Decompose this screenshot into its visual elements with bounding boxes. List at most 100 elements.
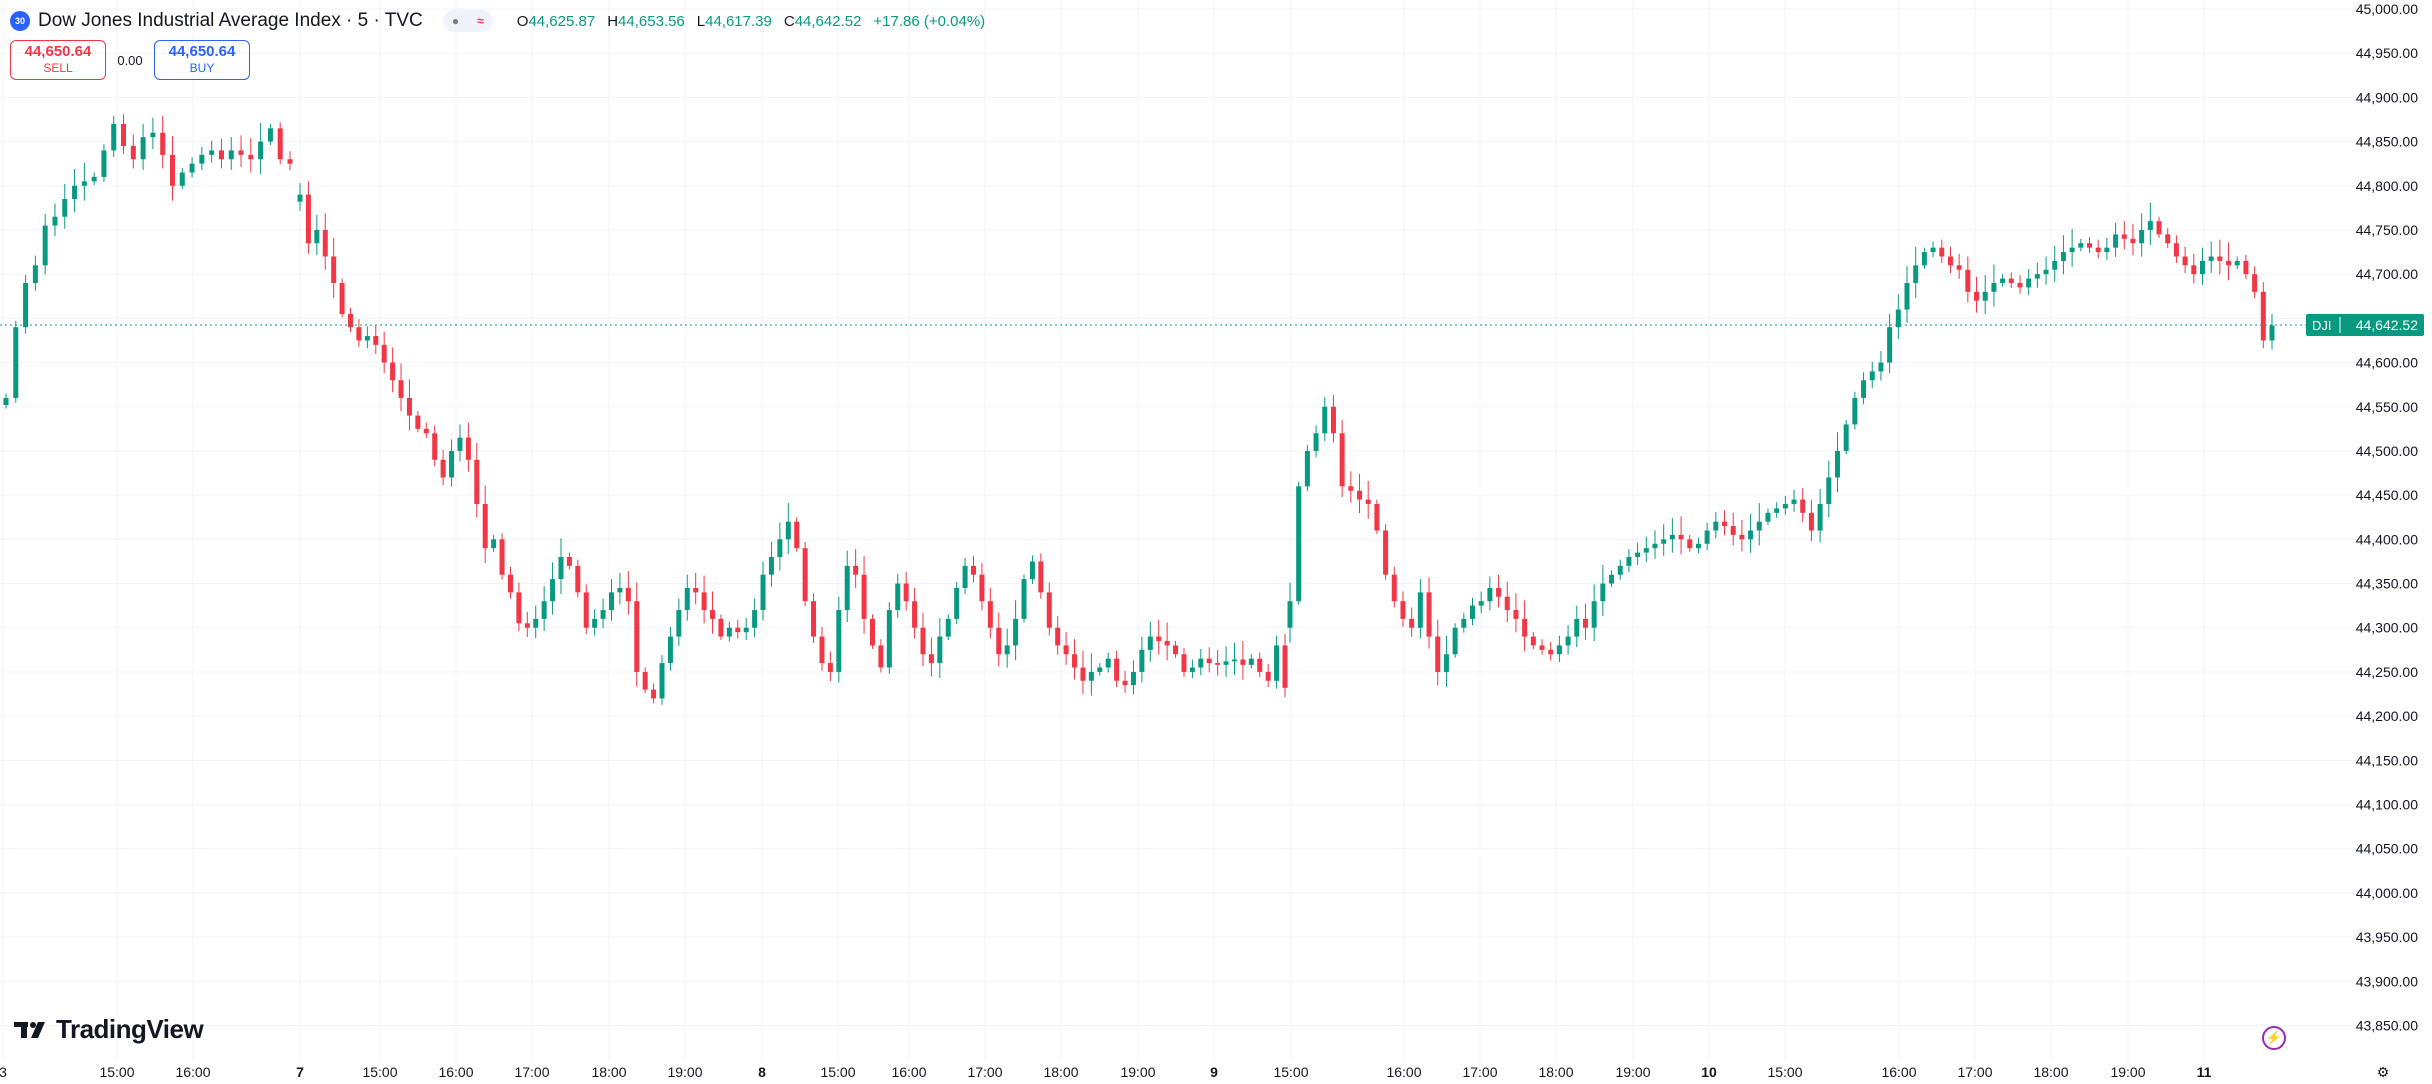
y-tick-label: 44,600.00 — [2356, 355, 2418, 371]
candle-body — [1248, 658, 1254, 665]
y-tick-label: 44,250.00 — [2356, 664, 2418, 680]
x-tick-label: 10 — [1701, 1064, 1717, 1080]
candle-body — [1435, 636, 1441, 672]
candle-body — [987, 601, 993, 628]
candle — [895, 573, 901, 618]
candle — [1357, 473, 1363, 513]
x-tick-label: 18:00 — [1043, 1064, 1078, 1080]
lightning-icon[interactable]: ⚡ — [2262, 1026, 2286, 1050]
candle-body — [314, 229, 320, 244]
indicator-toggle[interactable]: ● ≈ — [442, 10, 493, 32]
high-label: H — [607, 12, 619, 30]
buy-label: BUY — [189, 61, 215, 75]
candle-body — [1678, 534, 1684, 540]
candle — [130, 134, 136, 169]
candle-body — [1843, 424, 1849, 451]
candle — [920, 612, 926, 667]
x-tick-label: 15:00 — [362, 1064, 397, 1080]
sell-price: 44,650.64 — [24, 43, 92, 60]
candle-body — [2017, 283, 2023, 288]
candle — [398, 363, 404, 412]
symbol-logo[interactable]: 30 — [10, 11, 30, 31]
candle-body — [1652, 543, 1658, 549]
candle-body — [1021, 579, 1027, 619]
candle-body — [1661, 539, 1667, 544]
candle — [1800, 488, 1806, 523]
candle — [1296, 481, 1302, 605]
x-tick-label: 3 — [0, 1064, 7, 1080]
candle-body — [2095, 247, 2101, 253]
candle — [1038, 553, 1044, 599]
candle-body — [228, 150, 234, 160]
candle — [1487, 576, 1493, 611]
candle — [2034, 262, 2040, 288]
candle-body — [2060, 252, 2066, 261]
candle — [1834, 432, 1840, 493]
candle-body — [1478, 601, 1484, 606]
candle-body — [1400, 601, 1406, 619]
x-tick-label: 17:00 — [1462, 1064, 1497, 1080]
candle — [1852, 391, 1858, 430]
candle — [390, 347, 396, 393]
candle — [1947, 246, 1953, 274]
candle-body — [1357, 490, 1363, 500]
candle-body — [277, 128, 283, 160]
candle-body — [1072, 654, 1078, 668]
candle-body — [169, 154, 175, 186]
candle — [339, 278, 345, 318]
y-tick-label: 44,900.00 — [2356, 89, 2418, 105]
settings-icon[interactable]: ⚙ — [2376, 1063, 2390, 1080]
candle-body — [819, 636, 825, 664]
y-tick-label: 44,850.00 — [2356, 134, 2418, 150]
y-tick-label: 44,400.00 — [2356, 531, 2418, 547]
candle — [2026, 268, 2032, 296]
candle — [1461, 612, 1467, 633]
candle — [2060, 235, 2066, 275]
candle — [684, 574, 690, 621]
price-axis[interactable]: 45,000.00 44,950.00 44,900.00 44,850.00 44,8… — [2356, 1, 2418, 1033]
y-tick-label: 44,050.00 — [2356, 841, 2418, 857]
candle-body — [1240, 659, 1246, 665]
candle-body — [1173, 645, 1179, 655]
candle — [1156, 619, 1162, 655]
candle — [1669, 518, 1675, 553]
candle — [2173, 235, 2179, 263]
y-tick-label: 44,150.00 — [2356, 752, 2418, 768]
candle — [1765, 508, 1771, 526]
candle-body — [1991, 283, 1997, 292]
candle-body — [558, 557, 564, 580]
buy-button[interactable]: 44,650.64 BUY — [154, 40, 250, 80]
tradingview-logo[interactable]: TradingView — [14, 1014, 204, 1045]
candle-body — [2000, 278, 2006, 284]
candle — [2269, 313, 2275, 350]
candle — [1687, 534, 1693, 552]
candle — [1383, 524, 1389, 580]
candle — [2087, 237, 2093, 253]
candle — [121, 114, 127, 154]
candle-body — [794, 521, 800, 549]
candle-body — [1565, 636, 1571, 646]
candle — [861, 556, 867, 634]
candle — [1122, 671, 1128, 693]
symbol-title[interactable]: Dow Jones Industrial Average Index · 5 ·… — [38, 10, 423, 31]
candle-body — [996, 627, 1002, 655]
sell-button[interactable]: 44,650.64 SELL — [10, 40, 106, 80]
candle-body — [676, 610, 682, 637]
candle-body — [150, 132, 156, 138]
candle-body — [406, 397, 412, 416]
y-tick-label: 44,550.00 — [2356, 399, 2418, 415]
candle — [1088, 653, 1094, 696]
candle — [1063, 632, 1069, 665]
x-tick-label: 15:00 — [99, 1064, 134, 1080]
candle-body — [2043, 269, 2049, 275]
wave-icon: ≈ — [477, 14, 484, 28]
candle-body — [533, 618, 539, 628]
candle — [277, 122, 283, 165]
candle — [1756, 503, 1762, 546]
candle-body — [743, 627, 749, 633]
time-axis[interactable]: 3 15:00 16:00 7 15:00 16:00 17:00 18:00 19:00 8 15… — [0, 1064, 2212, 1080]
candle-body — [1713, 521, 1719, 531]
candle — [189, 157, 195, 178]
candle — [1004, 628, 1010, 668]
